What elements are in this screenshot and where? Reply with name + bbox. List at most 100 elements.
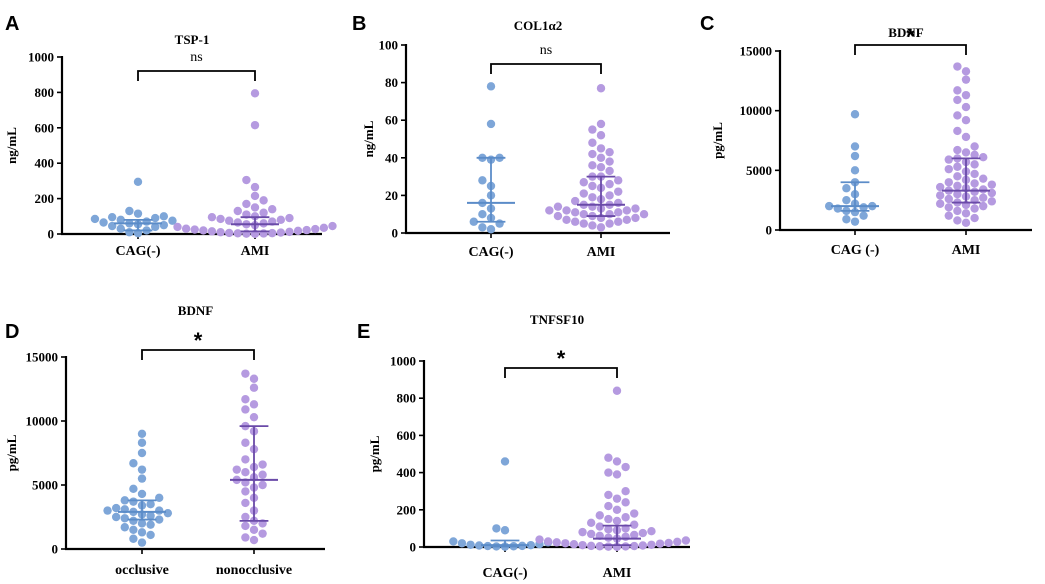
panel-d-point-group2 <box>232 465 241 474</box>
panel-d-point-group2 <box>241 468 250 477</box>
panel-c-point-group2 <box>935 191 945 200</box>
panel-e-point-group2 <box>569 540 579 549</box>
panel-a-point-group2 <box>233 206 242 216</box>
panel-c-point-group2 <box>987 180 997 189</box>
panel-c-point-group2 <box>944 211 953 220</box>
panel-c-point-group2 <box>970 187 979 197</box>
panel-d-point-group1 <box>111 512 121 522</box>
panel-b-point-group2 <box>596 84 606 93</box>
panel-c-point-group1 <box>850 166 860 175</box>
panel-c-point-group1 <box>824 201 834 211</box>
panel-e-point-group2 <box>621 462 630 472</box>
panel-b-point-group2 <box>588 161 597 170</box>
panel-d-point-group1 <box>137 519 147 528</box>
panel-e-point-group2 <box>630 520 639 529</box>
panel-d-y-tick-label: 10000 <box>26 414 59 429</box>
panel-e-point-group2 <box>604 453 613 462</box>
panel-b-point-group2 <box>605 166 614 176</box>
panel-c-title: BDNF <box>888 25 923 40</box>
panel-a-point-group2 <box>250 120 260 130</box>
panel-e-point-group2 <box>621 532 630 541</box>
panel-d-point-group1 <box>155 515 164 524</box>
panel-a-point-group1 <box>116 224 125 233</box>
panel-c-point-group2 <box>987 197 997 206</box>
panel-e-point-group2 <box>604 490 613 500</box>
panel-e-y-tick-label: 600 <box>397 428 417 443</box>
panel-b-point-group2 <box>562 215 571 225</box>
panel-e-point-group2 <box>604 468 613 477</box>
panel-d-point-group1 <box>137 538 147 547</box>
panel-e-point-group1 <box>449 537 458 546</box>
panel-b: B COL1α2 ng/mL 0 20 40 60 80 100 CAG(-) AMI ns <box>352 13 670 260</box>
panel-e-point-group2 <box>664 538 673 548</box>
panel-c-point-group2 <box>953 126 962 136</box>
panel-e-point-group2 <box>543 537 553 546</box>
panel-e-point-group2 <box>681 536 691 545</box>
panel-d-title: BDNF <box>178 303 213 318</box>
panel-d-y-tick-label: 15000 <box>26 350 59 365</box>
panel-b-point-group1 <box>486 225 496 234</box>
panel-b-title: COL1α2 <box>514 18 562 33</box>
panel-c-point-group2 <box>970 150 979 160</box>
panel-a-point-group1 <box>125 206 134 216</box>
panel-b-y-tick-label: 100 <box>379 38 399 53</box>
panel-e-y-tick-label: 800 <box>397 391 417 406</box>
panel-a-point-group2 <box>250 191 260 201</box>
panel-b-point-group2 <box>614 198 623 208</box>
panel-d-point-group1 <box>120 496 129 505</box>
panel-c-point-group2 <box>979 193 988 202</box>
panel-e-point-group1 <box>500 526 510 535</box>
panel-c-point-group2 <box>961 218 971 228</box>
panel-c-point-group1 <box>850 207 860 217</box>
panel-b-point-group2 <box>622 206 632 215</box>
panel-b-point-group2 <box>545 206 554 215</box>
panel-e-y-tick-label: 400 <box>397 465 417 480</box>
panel-c-point-group1 <box>850 151 860 161</box>
panel-e-point-group2 <box>673 537 682 546</box>
panel-a-title: TSP-1 <box>175 32 210 47</box>
panel-b-point-group2 <box>622 215 632 225</box>
panel-c-point-group1 <box>850 217 860 226</box>
panel-b-point-group1 <box>478 210 487 219</box>
panel-a-y-axis-label: ng/mL <box>4 127 19 164</box>
panel-a-y-tick-label: 1000 <box>28 50 54 65</box>
panel-d-point-group1 <box>146 530 155 540</box>
panel-c-point-group1 <box>842 215 851 224</box>
panel-a-y-tick-label: 0 <box>48 227 55 242</box>
panel-b-y-tick-label: 20 <box>385 188 398 203</box>
panel-d-point-group2 <box>258 470 267 479</box>
panel-b-category-label: CAG(-) <box>468 245 513 260</box>
panel-e-point-group2 <box>604 514 613 524</box>
panel-a-point-group2 <box>302 225 311 235</box>
panel-c-point-group2 <box>953 111 962 120</box>
panel-d-point-group1 <box>137 489 147 499</box>
panel-a-point-group2 <box>276 228 286 237</box>
panel-a-point-group2 <box>250 182 260 192</box>
panel-a-point-group2 <box>259 208 268 217</box>
panel-d-point-group1 <box>103 506 112 515</box>
panel-c-point-group2 <box>961 132 971 142</box>
panel-c-point-group2 <box>979 153 988 162</box>
panel-e-point-group2 <box>630 530 639 540</box>
panel-d-point-group2 <box>241 395 250 404</box>
panel-d-significance-label: * <box>194 328 203 353</box>
panel-a-point-group1 <box>151 213 160 223</box>
panel-b-point-group2 <box>553 202 563 211</box>
panel-e-point-group2 <box>621 513 630 522</box>
panel-e-significance-bracket <box>504 367 618 378</box>
panel-a-point-group1 <box>151 222 160 232</box>
panel-a-point-group2 <box>181 224 191 233</box>
panel-d-point-group1 <box>129 534 138 543</box>
panel-b-point-group2 <box>596 163 606 172</box>
panel-c-point-group2 <box>961 90 971 100</box>
panel-d-point-group2 <box>241 405 250 414</box>
panel-a-y-tick-label: 800 <box>35 85 55 100</box>
panel-b-point-group2 <box>596 144 606 153</box>
panel-b-point-group2 <box>588 138 597 147</box>
panel-e-y-tick-label: 200 <box>397 502 417 517</box>
panel-e-letter: E <box>357 321 370 343</box>
panel-b-point-group2 <box>579 189 588 198</box>
panel-a-letter: A <box>5 13 19 35</box>
panel-d-point-group1 <box>129 525 138 534</box>
panel-c-point-group2 <box>961 67 971 76</box>
